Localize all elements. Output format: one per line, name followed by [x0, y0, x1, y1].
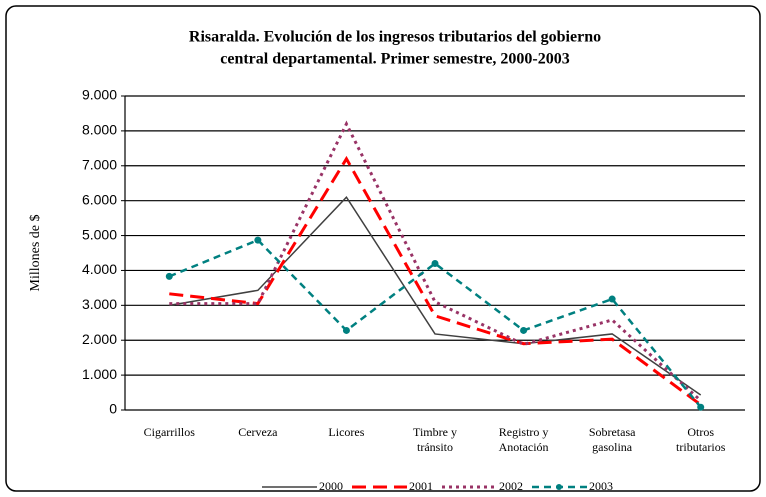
- legend-label: 2000: [319, 479, 343, 493]
- chart-title: Risaralda. Evolución de los ingresos tri…: [189, 29, 601, 46]
- series-line: [169, 155, 702, 406]
- legend-label: 2003: [589, 479, 613, 493]
- x-tick-label: Timbre y: [413, 425, 457, 439]
- y-tick-label: 2.000: [82, 331, 117, 347]
- y-tick-label: 3.000: [82, 296, 117, 312]
- y-tick-label: 0: [109, 401, 117, 417]
- point: [520, 326, 528, 334]
- x-tick-label: Anotación: [499, 440, 549, 454]
- x-tick-label: Cerveza: [238, 425, 278, 439]
- point: [165, 272, 173, 280]
- x-tick-label: Otros: [687, 425, 714, 439]
- chart-border: [5, 5, 761, 492]
- y-tick-label: 1.000: [82, 366, 117, 382]
- point: [431, 259, 439, 267]
- y-tick-label: 9.000: [82, 87, 117, 103]
- chart-title: central departamental. Primer semestre, …: [220, 51, 570, 68]
- x-tick-label: Cigarrillos: [144, 425, 196, 439]
- legend-label: 2001: [409, 479, 433, 493]
- y-tick-label: 7.000: [82, 156, 117, 172]
- x-tick-label: tránsito: [417, 440, 453, 454]
- y-tick-label: 6.000: [82, 191, 117, 207]
- x-tick-label: Licores: [328, 425, 364, 439]
- x-tick-label: tributarios: [676, 440, 726, 454]
- legend-label: 2002: [499, 479, 523, 493]
- y-tick-label: 4.000: [82, 261, 117, 277]
- y-tick-label: 5.000: [82, 226, 117, 242]
- point: [697, 403, 705, 411]
- point: [342, 326, 350, 334]
- series-line: [169, 195, 702, 396]
- y-axis-label: Millones de $: [28, 215, 43, 292]
- x-tick-label: Sobretasa: [589, 425, 636, 439]
- x-tick-label: Registro y: [499, 425, 549, 439]
- point: [254, 236, 262, 244]
- y-tick-label: 8.000: [82, 122, 117, 138]
- x-tick-label: gasolina: [592, 440, 633, 454]
- point: [608, 295, 616, 303]
- legend-marker: [556, 484, 562, 490]
